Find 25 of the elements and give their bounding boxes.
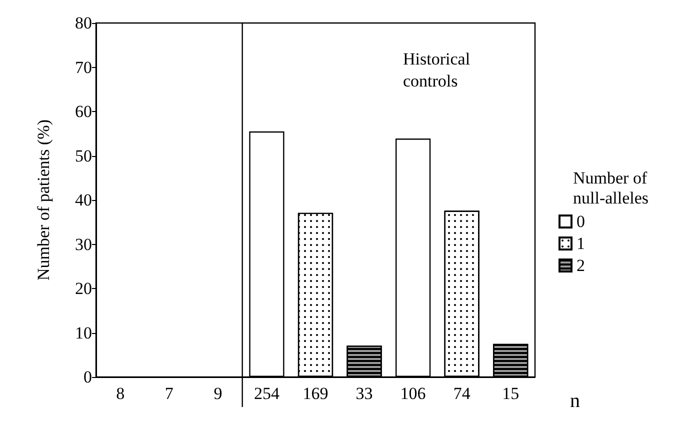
y-tick-label: 20: [75, 279, 92, 298]
x-tick-label: 33: [356, 384, 373, 403]
x-tick-label: 169: [302, 384, 328, 403]
y-axis-title: Number of patients (%): [34, 120, 53, 280]
y-tick-label: 10: [75, 323, 92, 342]
annotation: Historical controls: [403, 50, 474, 90]
y-tick-label: 50: [75, 146, 92, 166]
legend-label: 2: [576, 256, 585, 275]
y-tick-label: 40: [75, 190, 92, 210]
x-axis-title: n: [570, 390, 580, 412]
y-tick-label: 60: [75, 102, 92, 121]
x-tick-label: 74: [453, 384, 471, 403]
x-tick-label: 8: [116, 384, 125, 403]
text: 1: [576, 234, 585, 253]
legend-title: Number of null-alleles: [573, 168, 652, 208]
y-tick-label: 30: [75, 234, 92, 254]
x-tick-label: 106: [400, 384, 426, 403]
x-tick-label: 254: [254, 384, 280, 403]
x-tick-label: 9: [214, 384, 222, 403]
y-tick-label: 80: [75, 14, 92, 32]
x-tick-label: 15: [502, 384, 520, 403]
y-tick-label: 70: [75, 58, 92, 77]
x-tick-label: 7: [164, 384, 174, 403]
y-tick-label: 0: [84, 368, 92, 386]
legend-label: 0: [576, 212, 585, 231]
